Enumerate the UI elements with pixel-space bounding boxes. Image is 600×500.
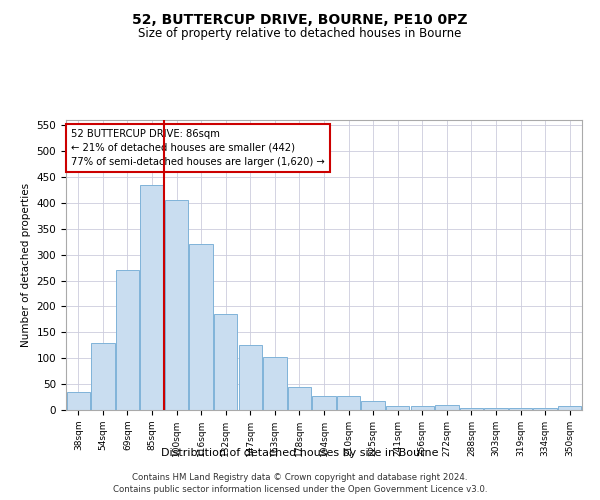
Text: Contains HM Land Registry data © Crown copyright and database right 2024.: Contains HM Land Registry data © Crown c… <box>132 472 468 482</box>
Bar <box>337 396 360 410</box>
Bar <box>288 386 311 410</box>
Bar <box>410 406 434 410</box>
Bar <box>214 314 238 410</box>
Bar <box>140 184 164 410</box>
Text: 52, BUTTERCUP DRIVE, BOURNE, PE10 0PZ: 52, BUTTERCUP DRIVE, BOURNE, PE10 0PZ <box>132 12 468 26</box>
Text: Contains public sector information licensed under the Open Government Licence v3: Contains public sector information licen… <box>113 485 487 494</box>
Bar <box>361 401 385 410</box>
Bar <box>116 270 139 410</box>
Bar <box>190 244 213 410</box>
Bar <box>263 356 287 410</box>
Text: 52 BUTTERCUP DRIVE: 86sqm
← 21% of detached houses are smaller (442)
77% of semi: 52 BUTTERCUP DRIVE: 86sqm ← 21% of detac… <box>71 128 325 166</box>
Bar <box>386 406 409 410</box>
Bar <box>165 200 188 410</box>
Bar <box>460 408 483 410</box>
Text: Size of property relative to detached houses in Bourne: Size of property relative to detached ho… <box>139 28 461 40</box>
Bar <box>435 405 458 410</box>
Bar <box>533 408 557 410</box>
Bar <box>239 346 262 410</box>
Bar <box>91 342 115 410</box>
Bar <box>67 392 90 410</box>
Bar <box>509 408 532 410</box>
Bar <box>558 406 581 410</box>
Y-axis label: Number of detached properties: Number of detached properties <box>21 183 31 347</box>
Text: Distribution of detached houses by size in Bourne: Distribution of detached houses by size … <box>161 448 439 458</box>
Bar <box>313 396 335 410</box>
Bar <box>484 408 508 410</box>
